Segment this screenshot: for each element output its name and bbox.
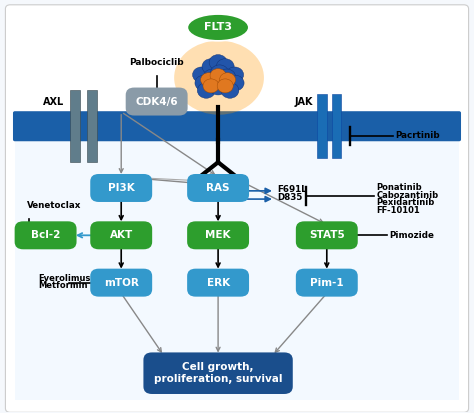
- Text: MEK: MEK: [205, 230, 231, 240]
- Text: CDK4/6: CDK4/6: [136, 97, 178, 107]
- Text: Pexidartinib: Pexidartinib: [376, 198, 435, 207]
- FancyBboxPatch shape: [90, 268, 152, 297]
- Text: Pimozide: Pimozide: [389, 231, 434, 240]
- Circle shape: [210, 65, 228, 81]
- FancyBboxPatch shape: [187, 268, 249, 297]
- Text: STAT5: STAT5: [309, 230, 345, 240]
- Text: Cell growth,
proliferation, survival: Cell growth, proliferation, survival: [154, 362, 283, 385]
- Circle shape: [192, 67, 210, 83]
- Circle shape: [203, 79, 219, 93]
- FancyBboxPatch shape: [90, 221, 152, 249]
- FancyBboxPatch shape: [296, 268, 358, 297]
- FancyBboxPatch shape: [126, 88, 188, 116]
- Circle shape: [219, 73, 236, 87]
- Text: FLT3: FLT3: [204, 22, 232, 33]
- Circle shape: [226, 75, 244, 91]
- Circle shape: [197, 83, 215, 98]
- FancyBboxPatch shape: [5, 5, 469, 412]
- Circle shape: [226, 67, 244, 83]
- FancyBboxPatch shape: [90, 174, 152, 202]
- Bar: [331, 94, 341, 158]
- Circle shape: [209, 55, 227, 70]
- Text: mTOR: mTOR: [104, 278, 139, 287]
- Text: PI3K: PI3K: [108, 183, 135, 193]
- Circle shape: [195, 75, 213, 91]
- FancyBboxPatch shape: [144, 352, 293, 394]
- Circle shape: [217, 79, 233, 93]
- Circle shape: [218, 69, 236, 85]
- Circle shape: [202, 59, 220, 74]
- Text: ERK: ERK: [207, 278, 230, 287]
- Text: AKT: AKT: [109, 230, 133, 240]
- Text: JAK: JAK: [294, 97, 313, 107]
- FancyBboxPatch shape: [15, 140, 459, 400]
- Text: Everolimus: Everolimus: [38, 274, 91, 282]
- Text: Palbociclib: Palbociclib: [129, 57, 184, 66]
- FancyBboxPatch shape: [187, 174, 249, 202]
- Text: Pim-1: Pim-1: [310, 278, 344, 287]
- Text: Pacrtinib: Pacrtinib: [395, 131, 440, 140]
- Circle shape: [210, 69, 226, 83]
- Text: AXL: AXL: [43, 97, 64, 107]
- Text: Cabozantinib: Cabozantinib: [376, 191, 438, 200]
- Ellipse shape: [187, 14, 249, 41]
- Text: Ponatinib: Ponatinib: [376, 183, 422, 192]
- Text: Metformin: Metformin: [38, 281, 88, 290]
- Text: D835: D835: [277, 193, 302, 202]
- Text: Bcl-2: Bcl-2: [31, 230, 60, 240]
- Bar: [87, 90, 97, 162]
- Bar: [318, 94, 327, 158]
- Text: RAS: RAS: [206, 183, 230, 193]
- Circle shape: [201, 73, 217, 87]
- Ellipse shape: [174, 40, 264, 115]
- FancyBboxPatch shape: [296, 221, 358, 249]
- FancyBboxPatch shape: [187, 221, 249, 249]
- Text: FF-10101: FF-10101: [376, 206, 420, 215]
- Circle shape: [209, 79, 227, 95]
- Circle shape: [203, 69, 221, 85]
- Circle shape: [216, 59, 234, 74]
- Bar: [70, 90, 80, 162]
- FancyBboxPatch shape: [15, 221, 76, 249]
- FancyBboxPatch shape: [13, 111, 461, 141]
- Text: Venetoclax: Venetoclax: [27, 201, 81, 210]
- Circle shape: [221, 83, 239, 98]
- Text: F691L: F691L: [277, 185, 307, 194]
